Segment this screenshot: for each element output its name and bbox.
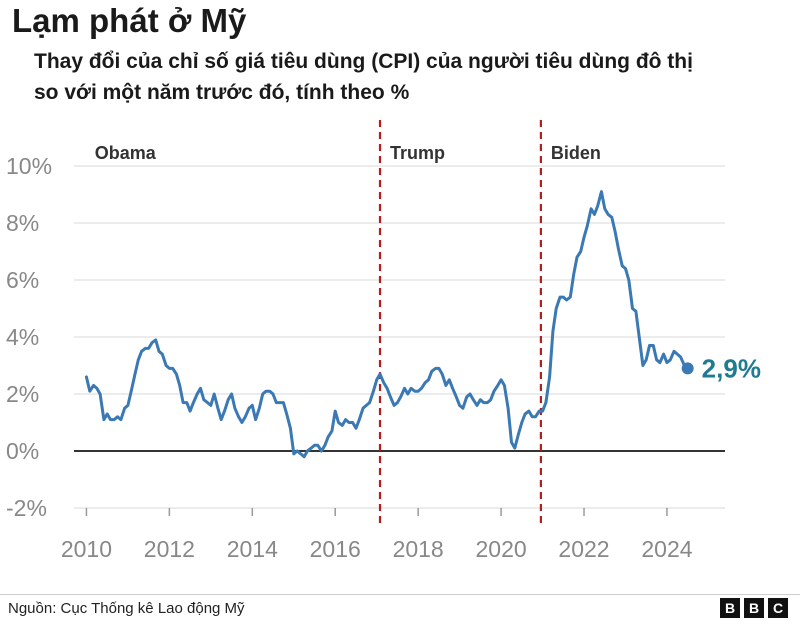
- chart-subtitle: Thay đổi của chỉ số giá tiêu dùng (CPI) …: [34, 50, 693, 104]
- cpi-series-line: [84, 190, 690, 459]
- chart-title: Lạm phát ở Mỹ: [12, 2, 247, 39]
- y-tick-label: 6%: [6, 267, 39, 293]
- end-value-label: 2,9%: [702, 353, 761, 383]
- presidency-label: Obama: [95, 143, 157, 163]
- x-tick-label: 2018: [393, 536, 444, 562]
- source-note: Nguồn: Cục Thống kê Lao động Mỹ: [8, 600, 245, 617]
- x-tick-label: 2022: [558, 536, 609, 562]
- end-point-marker: [681, 362, 694, 375]
- footer-divider: [0, 594, 800, 595]
- y-tick-label: 2%: [6, 381, 39, 407]
- logo-letter-c: C: [768, 598, 788, 618]
- x-tick-label: 2012: [144, 536, 195, 562]
- x-tick-label: 2016: [310, 536, 361, 562]
- bbc-logo: B B C: [720, 598, 788, 618]
- y-tick-label: 8%: [6, 210, 39, 236]
- x-tick-label: 2020: [476, 536, 527, 562]
- logo-letter-b2: B: [744, 598, 764, 618]
- y-tick-label: -2%: [6, 495, 47, 521]
- presidency-label: Biden: [551, 143, 601, 163]
- x-tick-label: 2010: [61, 536, 112, 562]
- logo-letter-b1: B: [720, 598, 740, 618]
- y-tick-label: 10%: [6, 153, 52, 179]
- y-tick-label: 4%: [6, 324, 39, 350]
- line-chart: -2% 0% 2% 4% 6% 8% 10% 2010 2012 2014 2016 2018 2020…: [6, 120, 761, 562]
- x-tick-label: 2014: [227, 536, 278, 562]
- y-tick-label: 0%: [6, 438, 39, 464]
- x-tick-label: 2024: [641, 536, 692, 562]
- presidency-label: Trump: [390, 143, 445, 163]
